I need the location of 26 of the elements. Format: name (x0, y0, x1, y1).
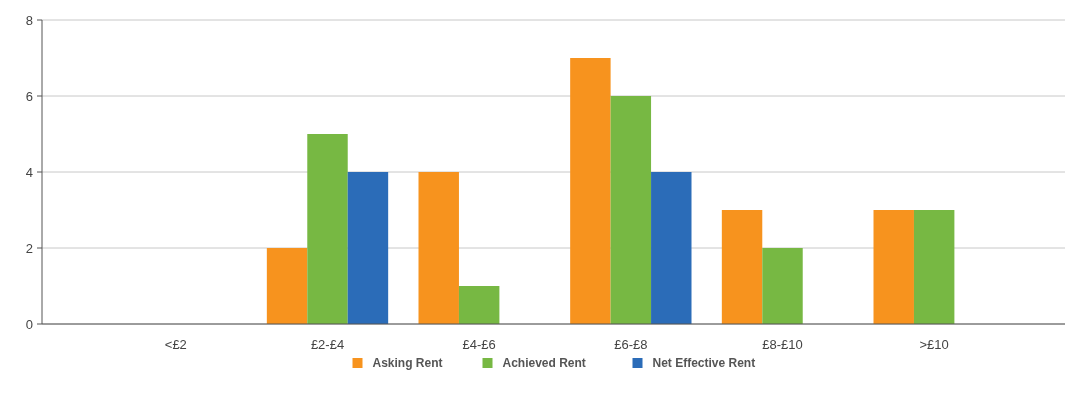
bar (913, 210, 955, 324)
legend-label: Asking Rent (372, 356, 443, 371)
y-tick-label: 6 (25, 88, 33, 104)
bar (873, 210, 914, 324)
x-tick-label: £6-£8 (614, 337, 648, 352)
y-tick-label: 8 (25, 12, 33, 28)
bar (347, 172, 389, 324)
y-tick-label: 0 (25, 316, 33, 332)
y-tick-label: 4 (25, 164, 33, 180)
bar (418, 172, 459, 324)
legend-label: Achieved Rent (502, 356, 586, 371)
bar (651, 172, 692, 324)
bar (570, 58, 611, 324)
bar (266, 248, 308, 324)
bar (721, 210, 763, 324)
bar (307, 134, 348, 324)
x-tick-label: £2-£4 (310, 337, 345, 352)
bar (610, 96, 652, 324)
y-tick-label: 2 (25, 240, 33, 256)
x-tick-label: £8-£10 (762, 337, 803, 352)
x-tick-label: <£2 (164, 337, 187, 352)
bar (762, 248, 803, 324)
legend-label: Net Effective Rent (652, 356, 756, 371)
x-tick-label: >£10 (919, 337, 949, 352)
bar (458, 286, 500, 324)
x-tick-label: £4-£6 (462, 337, 496, 352)
